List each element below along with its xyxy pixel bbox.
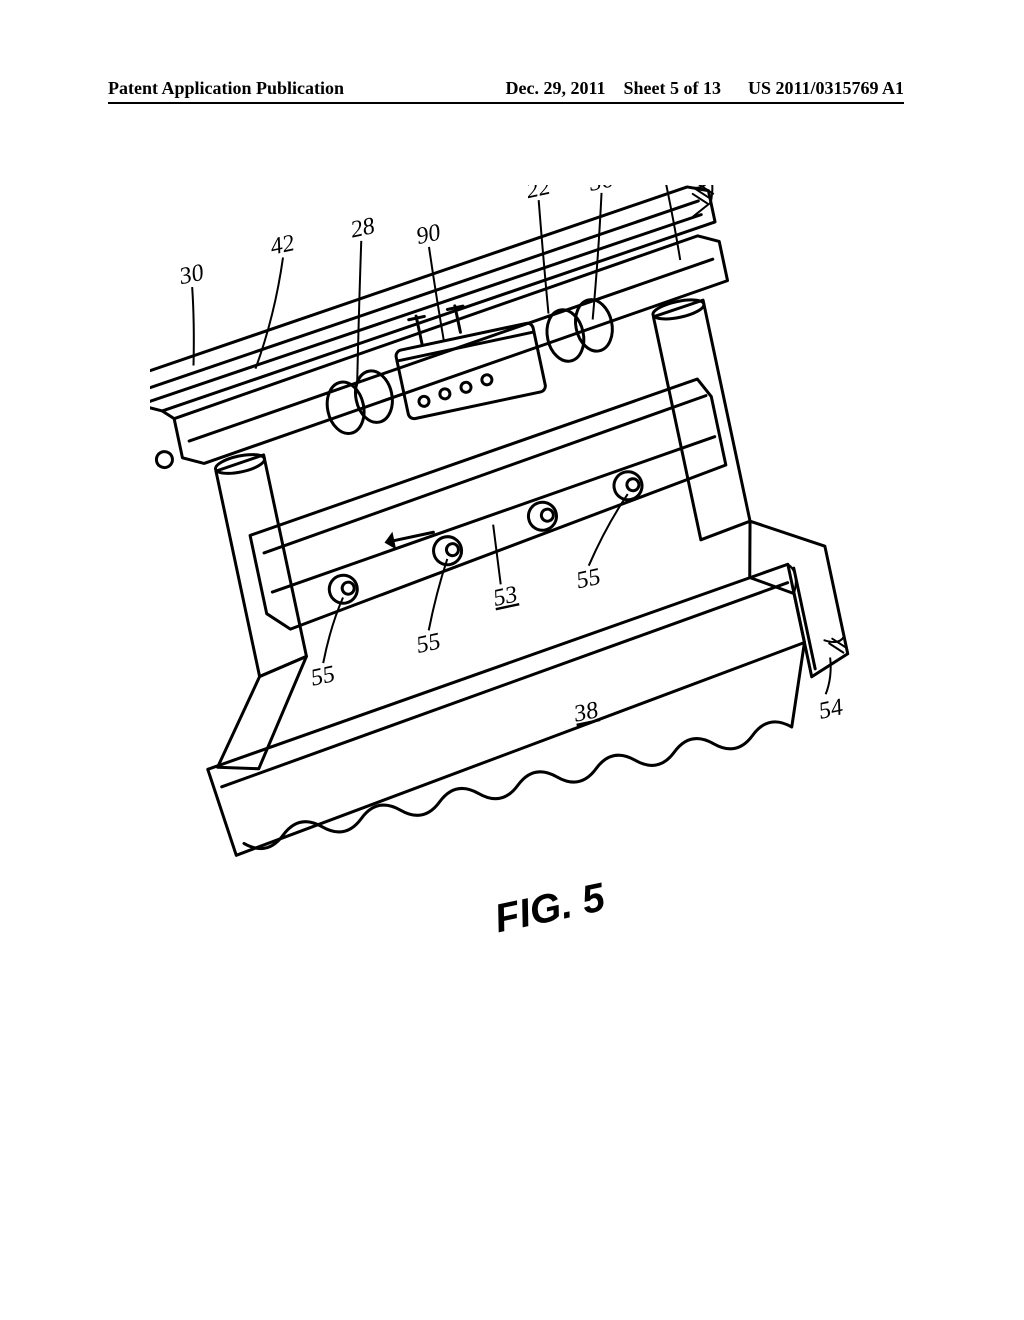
callout-90: 90 bbox=[414, 220, 443, 250]
page-header: Patent Application Publication Dec. 29, … bbox=[0, 78, 1024, 99]
callout-55c: 55 bbox=[574, 564, 603, 594]
callout-30: 30 bbox=[176, 260, 206, 291]
header-rule bbox=[108, 102, 904, 104]
header-pubno: US 2011/0315769 A1 bbox=[748, 78, 904, 98]
callout-54: 54 bbox=[817, 694, 846, 724]
callout-28: 28 bbox=[348, 213, 377, 243]
header-right: Dec. 29, 2011 Sheet 5 of 13 US 2011/0315… bbox=[505, 78, 904, 99]
callout-22: 22 bbox=[524, 185, 553, 204]
header-date: Dec. 29, 2011 bbox=[505, 78, 605, 98]
callout-38: 38 bbox=[571, 697, 601, 728]
callout-55b: 55 bbox=[414, 629, 443, 659]
patent-page: Patent Application Publication Dec. 29, … bbox=[0, 0, 1024, 1320]
patent-figure: 30 42 28 90 22 36 56 55 55 55 53 38 54 F… bbox=[150, 185, 850, 1065]
lead-lines bbox=[175, 185, 838, 809]
callout-55a: 55 bbox=[309, 661, 338, 691]
callout-53: 53 bbox=[491, 581, 520, 611]
header-left: Patent Application Publication bbox=[108, 78, 344, 99]
callout-42: 42 bbox=[268, 230, 297, 260]
figure-svg: 30 42 28 90 22 36 56 55 55 55 53 38 54 F… bbox=[150, 185, 850, 1065]
header-sheet: Sheet 5 of 13 bbox=[623, 78, 721, 98]
drawing-body bbox=[150, 185, 850, 857]
figure-label: FIG. 5 bbox=[491, 875, 610, 941]
